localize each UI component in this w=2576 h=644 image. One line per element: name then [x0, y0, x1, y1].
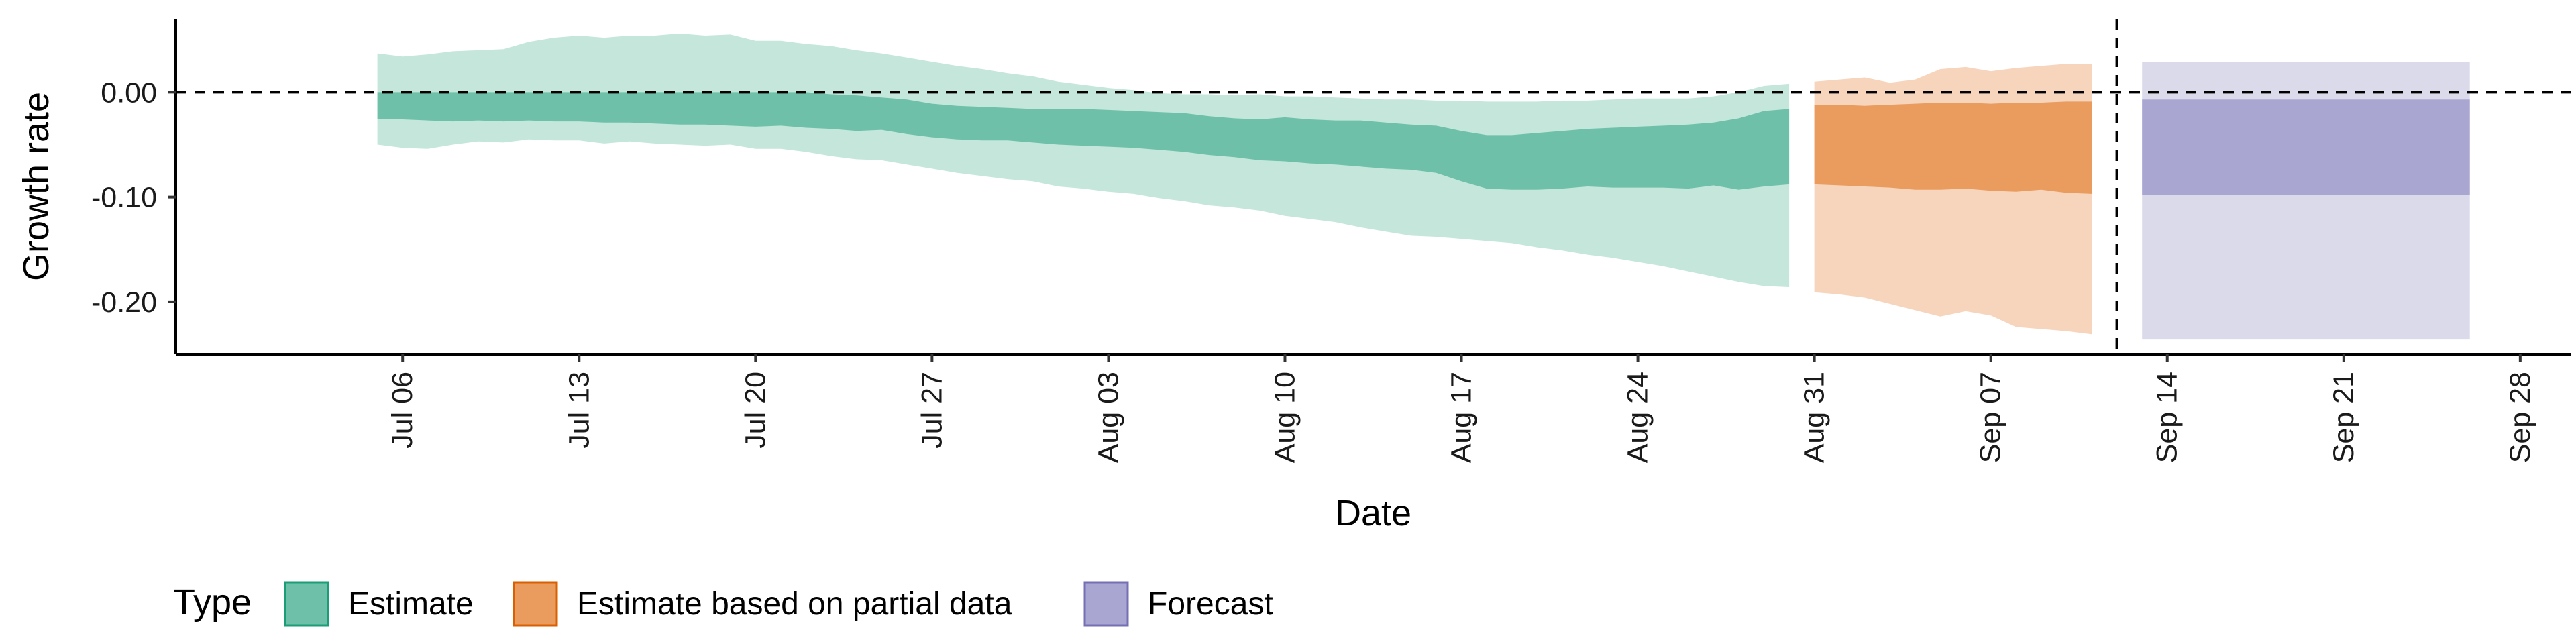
x-axis-title: Date [1335, 493, 1411, 533]
x-ticks: Jul 06 Jul 13 Jul 20 Jul 27 Aug 03 Aug 10 Aug … [386, 354, 2536, 463]
legend-label-forecast: Forecast [1148, 586, 1273, 622]
legend-items: Estimate Estimate based on partial data Fo… [284, 581, 1273, 627]
band-inner-forecast [2142, 99, 2470, 195]
y-tick-label: -0.10 [91, 182, 157, 214]
x-tick-label: Sep 14 [2151, 372, 2184, 463]
legend-key-estimate-based-on-partial-data [513, 581, 558, 627]
y-tick-label: 0.00 [101, 76, 157, 109]
x-tick-label: Sep 21 [2328, 372, 2360, 463]
legend-key-estimate [284, 581, 329, 627]
band-inner-estimate-based-on-partial-data [1814, 101, 2092, 194]
x-tick-label: Sep 28 [2504, 372, 2536, 463]
x-tick-label: Aug 31 [1799, 372, 1831, 463]
x-tick-label: Aug 24 [1622, 372, 1654, 463]
legend-label-estimate-based-on-partial-data: Estimate based on partial data [577, 586, 1012, 622]
x-tick-label: Jul 06 [386, 372, 419, 449]
legend-title: Type [173, 582, 252, 623]
x-tick-label: Jul 13 [563, 372, 595, 449]
axes [174, 19, 2571, 356]
x-tick-label: Jul 27 [916, 372, 948, 449]
legend-key-forecast [1083, 581, 1129, 627]
x-tick-label: Sep 07 [1975, 372, 2007, 463]
y-tick-label: -0.20 [91, 286, 157, 319]
x-tick-label: Aug 10 [1269, 372, 1301, 463]
x-tick-label: Aug 17 [1446, 372, 1478, 463]
legend: Type Estimate Estimate based on partial d… [173, 581, 1273, 627]
legend-label-estimate: Estimate [348, 586, 474, 622]
y-axis-title: Growth rate [16, 92, 56, 281]
x-tick-label: Jul 20 [739, 372, 771, 449]
band-inner-estimate [377, 92, 1790, 190]
x-tick-label: Aug 03 [1092, 372, 1124, 463]
series-bands [377, 33, 2470, 340]
y-ticks: 0.00 -0.10 -0.20 [91, 76, 176, 319]
